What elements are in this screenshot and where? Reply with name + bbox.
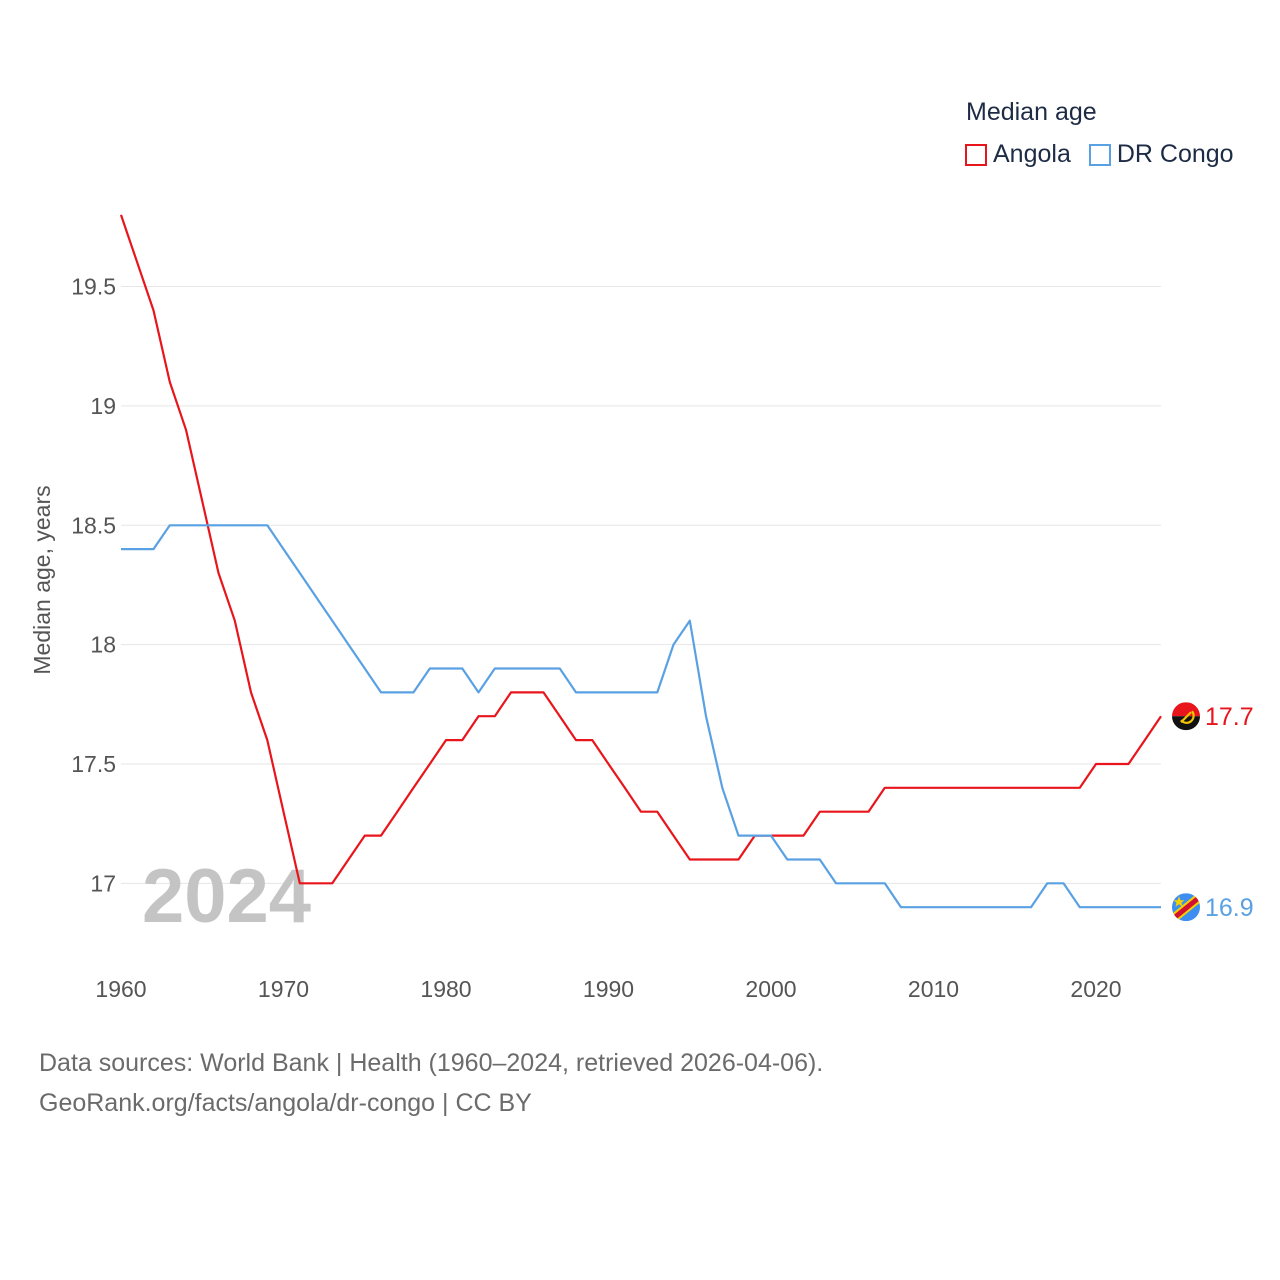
legend-label-angola: Angola bbox=[993, 140, 1071, 168]
legend-title: Median age bbox=[966, 98, 1097, 126]
x-tick-label: 1960 bbox=[95, 976, 146, 1002]
end-value-label-dr-congo: 16.9 bbox=[1205, 894, 1254, 922]
angola-flag-icon bbox=[1172, 702, 1200, 731]
flag-band bbox=[1172, 702, 1200, 717]
x-tick-label: 2000 bbox=[745, 976, 796, 1002]
y-tick-label: 17.5 bbox=[71, 751, 116, 777]
legend-item-dr-congo[interactable]: DR Congo bbox=[1088, 140, 1234, 169]
legend-swatch-dr-congo bbox=[1088, 143, 1111, 166]
series-line-angola bbox=[119, 214, 1162, 885]
y-tick-label: 19 bbox=[90, 393, 116, 419]
dr-congo-flag-icon bbox=[1172, 893, 1200, 922]
x-tick-label: 1990 bbox=[583, 976, 634, 1002]
y-tick-label: 19.5 bbox=[71, 274, 116, 300]
x-tick-label: 1980 bbox=[420, 976, 471, 1002]
source-line-2[interactable]: GeoRank.org/facts/angola/dr-congo | CC B… bbox=[39, 1089, 532, 1117]
y-axis-title: Median age, years bbox=[29, 485, 55, 674]
legend-swatch-angola bbox=[965, 143, 987, 166]
legend: Angola DR Congo bbox=[965, 140, 1234, 169]
legend-item-angola[interactable]: Angola bbox=[965, 140, 1071, 169]
flag-emblem bbox=[1180, 711, 1192, 724]
end-value-label-angola: 17.7 bbox=[1205, 703, 1254, 731]
x-tick-label: 2010 bbox=[908, 976, 959, 1002]
x-tick-label: 1970 bbox=[258, 976, 309, 1002]
legend-label-dr-congo: DR Congo bbox=[1116, 140, 1234, 168]
flag-star bbox=[1173, 896, 1185, 907]
source-line-1: Data sources: World Bank | Health (1960–… bbox=[39, 1049, 824, 1077]
data-source-note: Data sources: World Bank | Health (1960–… bbox=[39, 1043, 823, 1123]
x-tick-label: 2020 bbox=[1070, 976, 1121, 1002]
y-tick-label: 18 bbox=[90, 632, 116, 658]
y-tick-label: 17 bbox=[90, 870, 116, 896]
series-line-dr-congo bbox=[121, 524, 1161, 909]
y-tick-label: 18.5 bbox=[71, 512, 116, 538]
year-watermark: 2024 bbox=[142, 854, 311, 939]
